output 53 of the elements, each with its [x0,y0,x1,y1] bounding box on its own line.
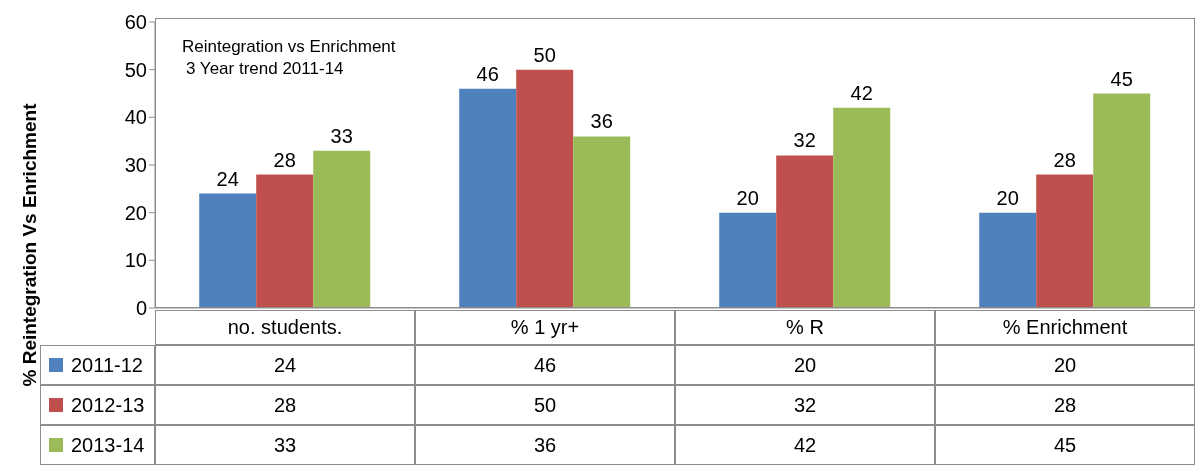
y-tick-label: 0 [135,297,147,320]
x-tick-label: % R [675,310,935,345]
y-tick-label: 50 [124,58,147,81]
bar [776,155,834,308]
text: 3 Year trend 2011-14 [185,58,345,80]
x-tick-label: % Enrichment [935,310,1195,345]
data-label: 20 [675,345,935,385]
bar [459,88,517,308]
annotation: 20 [736,186,759,209]
data-label: 45 [935,425,1195,465]
y-tick-label: 40 [124,106,147,129]
legend-label: 2012-13 [71,393,145,417]
data-label: 28 [935,385,1195,425]
annotation: 42 [850,81,873,104]
bar [516,69,574,308]
data-label: 28 [155,385,415,425]
y-tick-label: 10 [124,249,147,272]
legend-label: 2013-14 [71,433,145,457]
y-tick-label: 60 [124,11,147,34]
annotation: 24 [216,167,239,190]
annotation: 33 [330,124,353,147]
legend-label: 2011-12 [71,353,143,377]
annotation: 45 [1110,67,1133,90]
data-label: 32 [675,385,935,425]
bar [313,150,371,308]
annotation: 46 [476,62,499,85]
bar [833,107,891,308]
annotation: 28 [273,148,296,171]
annotation: 36 [590,110,613,133]
data-label: 36 [415,425,675,465]
y-tick-label: 20 [124,201,147,224]
bar [719,212,777,308]
text: Reintegration vs Enrichment [182,36,396,58]
bar [199,193,257,308]
data-label: 24 [155,345,415,385]
data-label: 46 [415,345,675,385]
annotation: 20 [996,186,1019,209]
data-label: 33 [155,425,415,465]
bar [256,174,314,308]
data-label: 50 [415,385,675,425]
bar [1093,93,1151,308]
x-tick-label: % 1 yr+ [415,310,675,345]
annotation: 28 [1053,148,1076,171]
y-axis-title: % Reintegration Vs Enrichment [19,103,41,387]
annotation: 50 [533,43,556,66]
data-label: 42 [675,425,935,465]
bar [979,212,1037,308]
annotation: 32 [793,129,816,152]
x-tick-label: no. students. [155,310,415,345]
bar [573,136,631,308]
data-label: 20 [935,345,1195,385]
bar [1036,174,1094,308]
y-tick-label: 30 [124,154,147,177]
